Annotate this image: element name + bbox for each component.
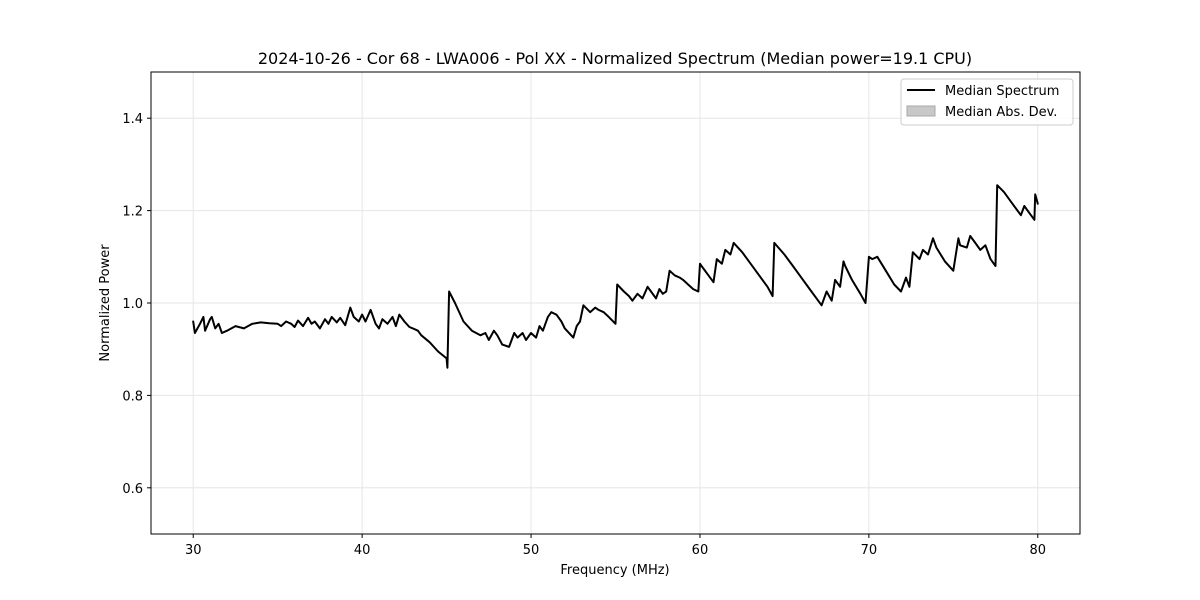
axis-ticks: 30 40 50 60 70 80 0.6 0.8 1.0 1.2 1.4 xyxy=(122,112,1046,558)
series-layer xyxy=(192,184,1039,369)
x-tick-label: 30 xyxy=(185,543,202,558)
x-tick-label: 60 xyxy=(692,543,709,558)
x-axis-label: Frequency (MHz) xyxy=(560,563,669,578)
y-tick-label: 0.6 xyxy=(122,482,143,497)
legend-patch-swatch xyxy=(906,105,936,117)
y-tick-label: 1.4 xyxy=(122,112,143,127)
x-tick-label: 50 xyxy=(523,543,540,558)
x-tick-label: 40 xyxy=(354,543,371,558)
x-tick-label: 70 xyxy=(861,543,878,558)
x-tick-label: 80 xyxy=(1029,543,1046,558)
median-spectrum-line xyxy=(192,184,1039,369)
legend-label-median-abs-dev: Median Abs. Dev. xyxy=(945,105,1057,120)
legend-label-median-spectrum: Median Spectrum xyxy=(945,84,1059,99)
legend: Median Spectrum Median Abs. Dev. xyxy=(900,78,1074,126)
y-tick-label: 1.0 xyxy=(122,297,143,312)
legend-box xyxy=(900,78,1074,126)
y-tick-label: 1.2 xyxy=(122,205,143,220)
y-axis-label: Normalized Power xyxy=(98,244,113,362)
chart-title: 2024-10-26 - Cor 68 - LWA006 - Pol XX - … xyxy=(258,49,972,68)
y-tick-label: 0.8 xyxy=(122,389,143,404)
